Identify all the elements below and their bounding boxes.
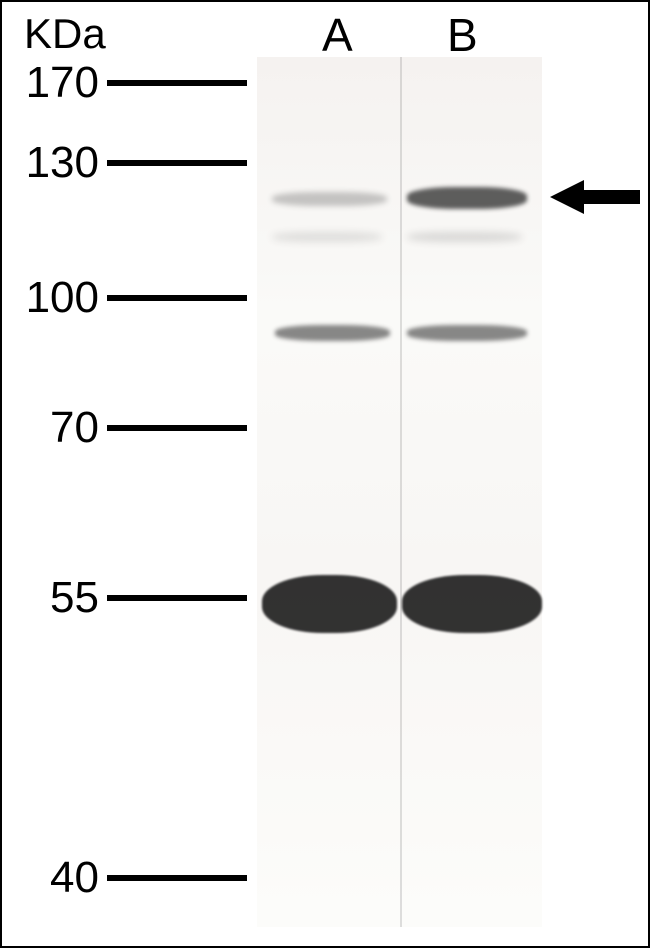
band-b-55 xyxy=(402,575,542,633)
marker-130: 130 xyxy=(14,138,99,188)
band-a-smear xyxy=(272,232,382,242)
marker-40: 40 xyxy=(37,853,99,903)
band-a-95 xyxy=(275,325,390,341)
unit-label: KDa xyxy=(24,10,106,58)
lane-divider xyxy=(400,57,402,927)
blot-membrane xyxy=(257,57,542,927)
marker-tick-70 xyxy=(107,425,247,431)
arrow-shaft xyxy=(582,190,640,204)
band-b-smear xyxy=(407,232,522,242)
band-a-130 xyxy=(272,192,387,206)
marker-tick-40 xyxy=(107,875,247,881)
western-blot-figure: KDa 170 130 100 70 55 40 A B xyxy=(0,0,650,948)
marker-70: 70 xyxy=(37,403,99,453)
lane-label-a: A xyxy=(322,8,353,62)
marker-tick-130 xyxy=(107,160,247,166)
arrow-head-icon xyxy=(550,180,584,214)
marker-tick-170 xyxy=(107,80,247,86)
marker-170: 170 xyxy=(14,58,99,108)
marker-55: 55 xyxy=(37,573,99,623)
lane-label-b: B xyxy=(447,8,478,62)
band-b-95 xyxy=(407,325,527,341)
marker-tick-100 xyxy=(107,295,247,301)
marker-100: 100 xyxy=(14,273,99,323)
marker-tick-55 xyxy=(107,595,247,601)
band-b-120 xyxy=(407,187,527,209)
band-a-55 xyxy=(262,575,397,633)
